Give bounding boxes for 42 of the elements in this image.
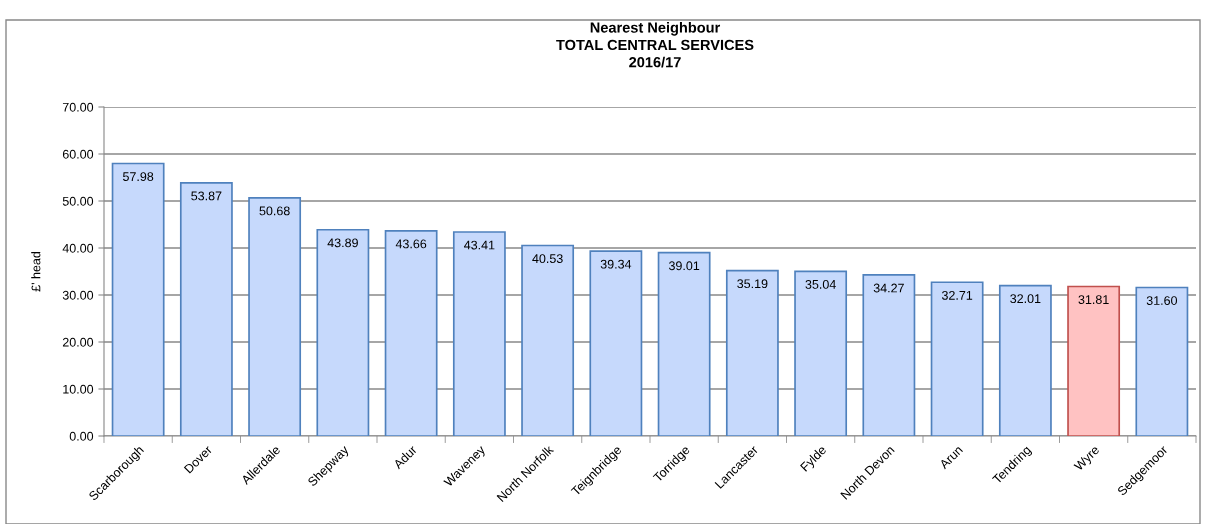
data-label: 53.87 bbox=[191, 191, 222, 201]
bar bbox=[657, 251, 711, 436]
data-label: 32.71 bbox=[941, 290, 973, 300]
data-label: 31.81 bbox=[1078, 295, 1109, 305]
data-label: 50.68 bbox=[259, 206, 290, 216]
data-label: 34.27 bbox=[873, 283, 904, 293]
y-tick-label: 20.00 bbox=[62, 337, 94, 347]
data-label: 57.98 bbox=[122, 172, 154, 182]
bar bbox=[1067, 285, 1121, 436]
data-label: 39.34 bbox=[600, 259, 632, 269]
data-label: 32.01 bbox=[1010, 294, 1041, 304]
bar bbox=[998, 284, 1052, 436]
data-label: 31.60 bbox=[1146, 296, 1178, 305]
bar bbox=[1135, 286, 1189, 436]
bar bbox=[179, 181, 233, 436]
bar bbox=[725, 269, 779, 436]
bar bbox=[521, 244, 575, 436]
y-tick-label: 0.00 bbox=[69, 431, 94, 441]
data-label: 43.41 bbox=[464, 240, 495, 250]
data-label: 40.53 bbox=[532, 254, 563, 264]
bar bbox=[452, 231, 506, 436]
y-axis-title: £' head bbox=[31, 251, 41, 292]
data-label: 35.19 bbox=[737, 279, 768, 289]
y-tick-label: 10.00 bbox=[63, 384, 94, 394]
y-tick-label: 60.00 bbox=[62, 149, 94, 159]
bar bbox=[111, 162, 165, 436]
data-label: 39.01 bbox=[668, 261, 700, 271]
data-label: 43.89 bbox=[327, 238, 358, 248]
bar bbox=[794, 270, 848, 436]
bar bbox=[248, 196, 302, 436]
y-tick-label: 40.00 bbox=[62, 243, 94, 253]
data-label: 43.66 bbox=[395, 239, 427, 249]
bar bbox=[384, 229, 438, 436]
data-label: 35.04 bbox=[805, 279, 836, 289]
bar bbox=[316, 228, 370, 436]
chart-title: Nearest Neighbour TOTAL CENTRAL SERVICES 2016/17 bbox=[556, 22, 754, 68]
bar bbox=[930, 281, 984, 436]
y-tick-label: 70.00 bbox=[62, 102, 94, 112]
y-tick-label: 50.00 bbox=[62, 196, 94, 206]
y-tick-label: 30.00 bbox=[62, 290, 94, 300]
bar bbox=[862, 274, 916, 436]
bar bbox=[589, 250, 643, 436]
